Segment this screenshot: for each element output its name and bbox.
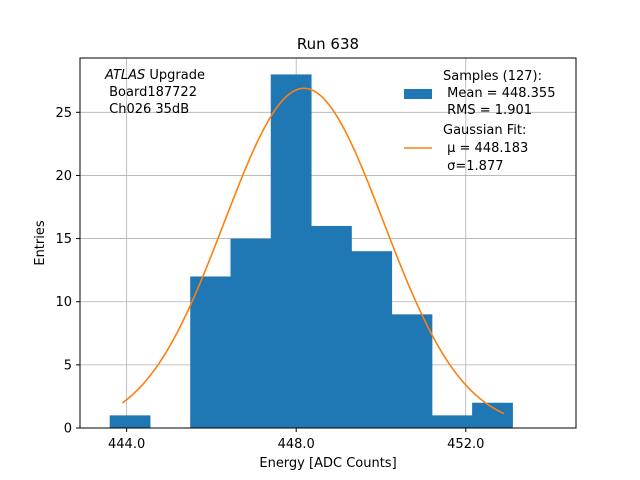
annotation-line-3: Ch026 35dB [105, 102, 189, 117]
plot-frame [79, 57, 577, 429]
atlas-annotation: ATLAS Upgrade Board187722 Ch026 35dB [104, 68, 205, 117]
histogram-bar [391, 314, 433, 428]
histogram-bar [311, 225, 352, 428]
annotation-atlas: ATLAS [104, 68, 145, 83]
legend-samples-line-3: RMS = 1.901 [443, 103, 532, 118]
y-tick-label: 15 [55, 232, 72, 247]
x-tick-label: 448.0 [278, 437, 315, 452]
legend-samples-line-1: Samples (127): [443, 69, 542, 84]
y-tick-label: 20 [55, 169, 72, 184]
histogram-bar [190, 276, 231, 428]
x-axis-label: Energy [ADC Counts] [259, 456, 396, 471]
y-tick-label: 25 [55, 106, 72, 121]
histogram-bar [270, 74, 312, 428]
annotation-upgrade: Upgrade [145, 68, 205, 83]
gaussian-fit-curve [121, 87, 505, 415]
chart-title: Run 638 [297, 35, 359, 53]
annotation-line-1: ATLAS Upgrade [104, 68, 205, 83]
histogram-bars [109, 74, 513, 428]
y-tick-label: 10 [55, 295, 72, 310]
legend: Samples (127): Mean = 448.355 RMS = 1.90… [404, 69, 555, 174]
x-axis-ticks: 444.0 448.0 452.0 [108, 428, 484, 452]
legend-samples-line-2: Mean = 448.355 [443, 86, 555, 101]
histogram-bar [351, 251, 393, 428]
y-axis-label: Entries [33, 220, 48, 266]
legend-fit-line-2: μ = 448.183 [443, 141, 528, 156]
legend-fit-line-1: Gaussian Fit: [443, 123, 526, 138]
histogram-bar [431, 415, 473, 428]
y-tick-label: 5 [64, 358, 72, 373]
histogram-bar [109, 415, 151, 428]
annotation-line-2: Board187722 [105, 85, 197, 100]
histogram-bar [472, 402, 513, 428]
legend-samples-patch [404, 89, 432, 99]
legend-fit-line-3: σ=1.877 [443, 159, 503, 174]
x-tick-label: 452.0 [447, 437, 484, 452]
y-tick-label: 0 [64, 422, 72, 437]
y-axis-ticks: 0 5 10 15 20 25 [55, 106, 80, 437]
x-tick-label: 444.0 [108, 437, 145, 452]
histogram-bar [230, 238, 272, 428]
